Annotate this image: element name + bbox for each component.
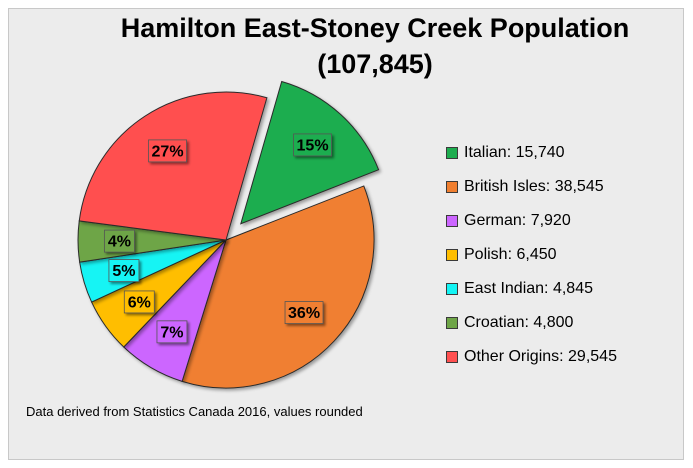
legend-swatch: [446, 181, 458, 193]
legend-label: Croatian: 4,800: [464, 314, 574, 331]
legend-swatch: [446, 147, 458, 159]
data-label-italian: 15%: [293, 133, 332, 157]
svg-text:15%: 15%: [297, 137, 329, 154]
legend-item-east-indian: East Indian: 4,845: [446, 272, 617, 306]
svg-text:36%: 36%: [288, 305, 320, 322]
svg-text:6%: 6%: [128, 294, 151, 311]
legend-label: East Indian: 4,845: [464, 280, 593, 297]
pie-slice-british-isles: [181, 185, 375, 389]
legend-item-british-isles: British Isles: 38,545: [446, 170, 617, 204]
legend-swatch: [446, 351, 458, 363]
legend-label: Polish: 6,450: [464, 246, 557, 263]
data-label-british-isles: 36%: [284, 301, 324, 324]
legend-item-german: German: 7,920: [446, 204, 617, 238]
chart-title-main: Hamilton East-Stoney Creek Population: [120, 13, 630, 43]
legend-item-polish: Polish: 6,450: [446, 238, 617, 272]
data-label-other-origins: 27%: [148, 139, 187, 163]
legend-swatch: [446, 317, 458, 329]
pie-slice-other-origins: [78, 91, 268, 241]
data-label-croatian: 4%: [104, 229, 135, 253]
source-note: Data derived from Statistics Canada 2016…: [26, 404, 363, 419]
data-label-east-indian: 5%: [108, 259, 140, 283]
chart-title-total: (107,845): [317, 49, 433, 79]
svg-text:27%: 27%: [152, 143, 184, 160]
legend-swatch: [446, 215, 458, 227]
legend-label: Other Origins: 29,545: [464, 348, 617, 365]
data-label-german: 7%: [156, 320, 188, 344]
legend-label: British Isles: 38,545: [464, 178, 604, 195]
legend-swatch: [446, 249, 458, 261]
svg-text:5%: 5%: [112, 263, 135, 280]
legend-item-croatian: Croatian: 4,800: [446, 306, 617, 340]
svg-text:7%: 7%: [160, 324, 183, 341]
data-label-polish: 6%: [123, 290, 155, 314]
legend-label: Italian: 15,740: [464, 144, 565, 161]
chart-title: Hamilton East-Stoney Creek Population (1…: [90, 10, 660, 82]
legend-item-other-origins: Other Origins: 29,545: [446, 340, 617, 374]
svg-text:4%: 4%: [108, 234, 131, 251]
legend-swatch: [446, 283, 458, 295]
legend-label: German: 7,920: [464, 212, 571, 229]
legend: Italian: 15,740 British Isles: 38,545 Germ…: [446, 136, 617, 374]
legend-item-italian: Italian: 15,740: [446, 136, 617, 170]
